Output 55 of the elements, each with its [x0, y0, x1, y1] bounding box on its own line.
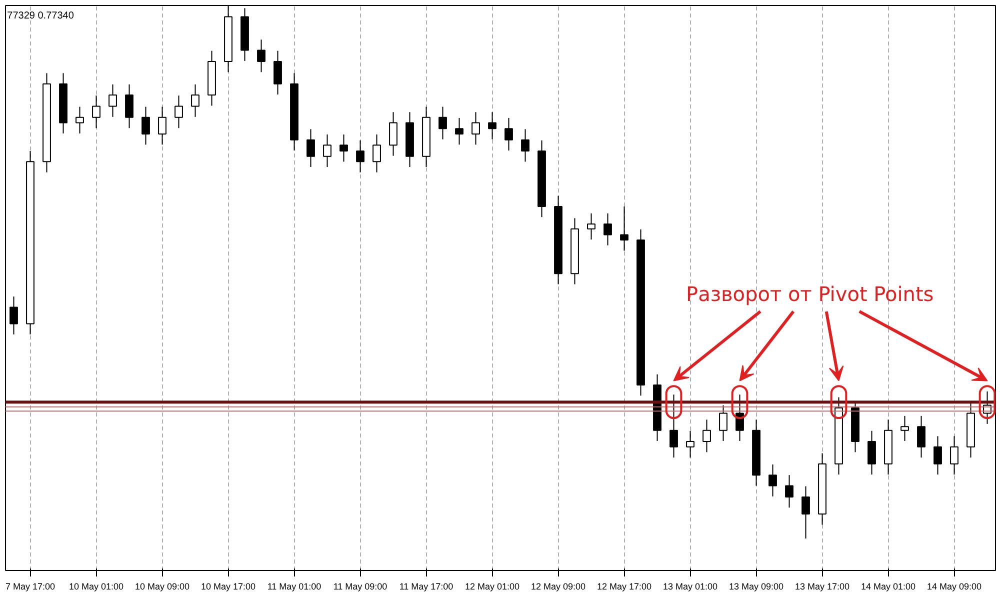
x-tick-label: 7 May 17:00 — [5, 582, 56, 592]
candlestick — [620, 206, 628, 252]
candlestick — [191, 84, 200, 118]
candlestick — [950, 436, 958, 476]
candlestick — [274, 50, 282, 96]
candlestick — [785, 474, 794, 508]
x-tick-label: 11 May 17:00 — [399, 582, 454, 592]
candlestick — [174, 95, 183, 129]
x-tick-label: 11 May 01:00 — [267, 582, 322, 592]
x-tick-label: 10 May 01:00 — [68, 582, 124, 592]
x-tick-label: 12 May 09:00 — [530, 582, 586, 592]
x-tick-label: 10 May 09:00 — [134, 582, 190, 592]
candlestick — [356, 140, 364, 173]
x-tick-label: 14 May 09:00 — [926, 582, 982, 592]
candlestick — [802, 486, 810, 540]
candlestick — [719, 404, 728, 442]
candlestick — [372, 134, 381, 173]
x-tick-label: 12 May 01:00 — [464, 582, 520, 592]
candlestick — [472, 112, 480, 146]
x-tick-label: 13 May 09:00 — [728, 582, 784, 592]
annotation: Разворот от Pivot Points — [686, 282, 934, 306]
candlestick — [142, 106, 150, 146]
annotation: 77329 0.77340 — [7, 10, 74, 22]
candlestick — [438, 106, 447, 140]
candlestick — [323, 134, 332, 168]
x-tick-label: 10 May 17:00 — [200, 582, 256, 592]
candlestick — [504, 117, 513, 151]
candlestick — [868, 430, 876, 476]
candlestick — [768, 464, 777, 497]
candlestick — [934, 436, 942, 476]
candlestick — [10, 296, 18, 335]
candlestick — [340, 134, 348, 162]
x-tick-label: 11 May 09:00 — [333, 582, 388, 592]
candlestick — [389, 112, 398, 156]
x-tick-label: 13 May 01:00 — [662, 582, 718, 592]
candlestick — [92, 95, 100, 129]
candlestick — [306, 128, 315, 168]
candlestick — [108, 84, 117, 118]
candlestick — [670, 394, 678, 458]
candlestick — [587, 212, 596, 240]
candlestick — [76, 106, 84, 134]
x-tick-label: 14 May 01:00 — [860, 582, 916, 592]
x-tick-label: 13 May 17:00 — [794, 582, 850, 592]
candlestick — [900, 415, 909, 442]
candlestick — [488, 112, 496, 140]
candlestick — [702, 419, 711, 453]
candlestick — [125, 84, 134, 129]
candlestick — [686, 430, 694, 458]
candlestick — [917, 415, 926, 458]
candlestick — [521, 128, 530, 162]
candlestick — [158, 106, 166, 146]
x-tick-label: 12 May 17:00 — [596, 582, 652, 592]
candlestick — [455, 117, 464, 146]
candlestick — [257, 39, 266, 73]
candlestick — [604, 212, 612, 246]
